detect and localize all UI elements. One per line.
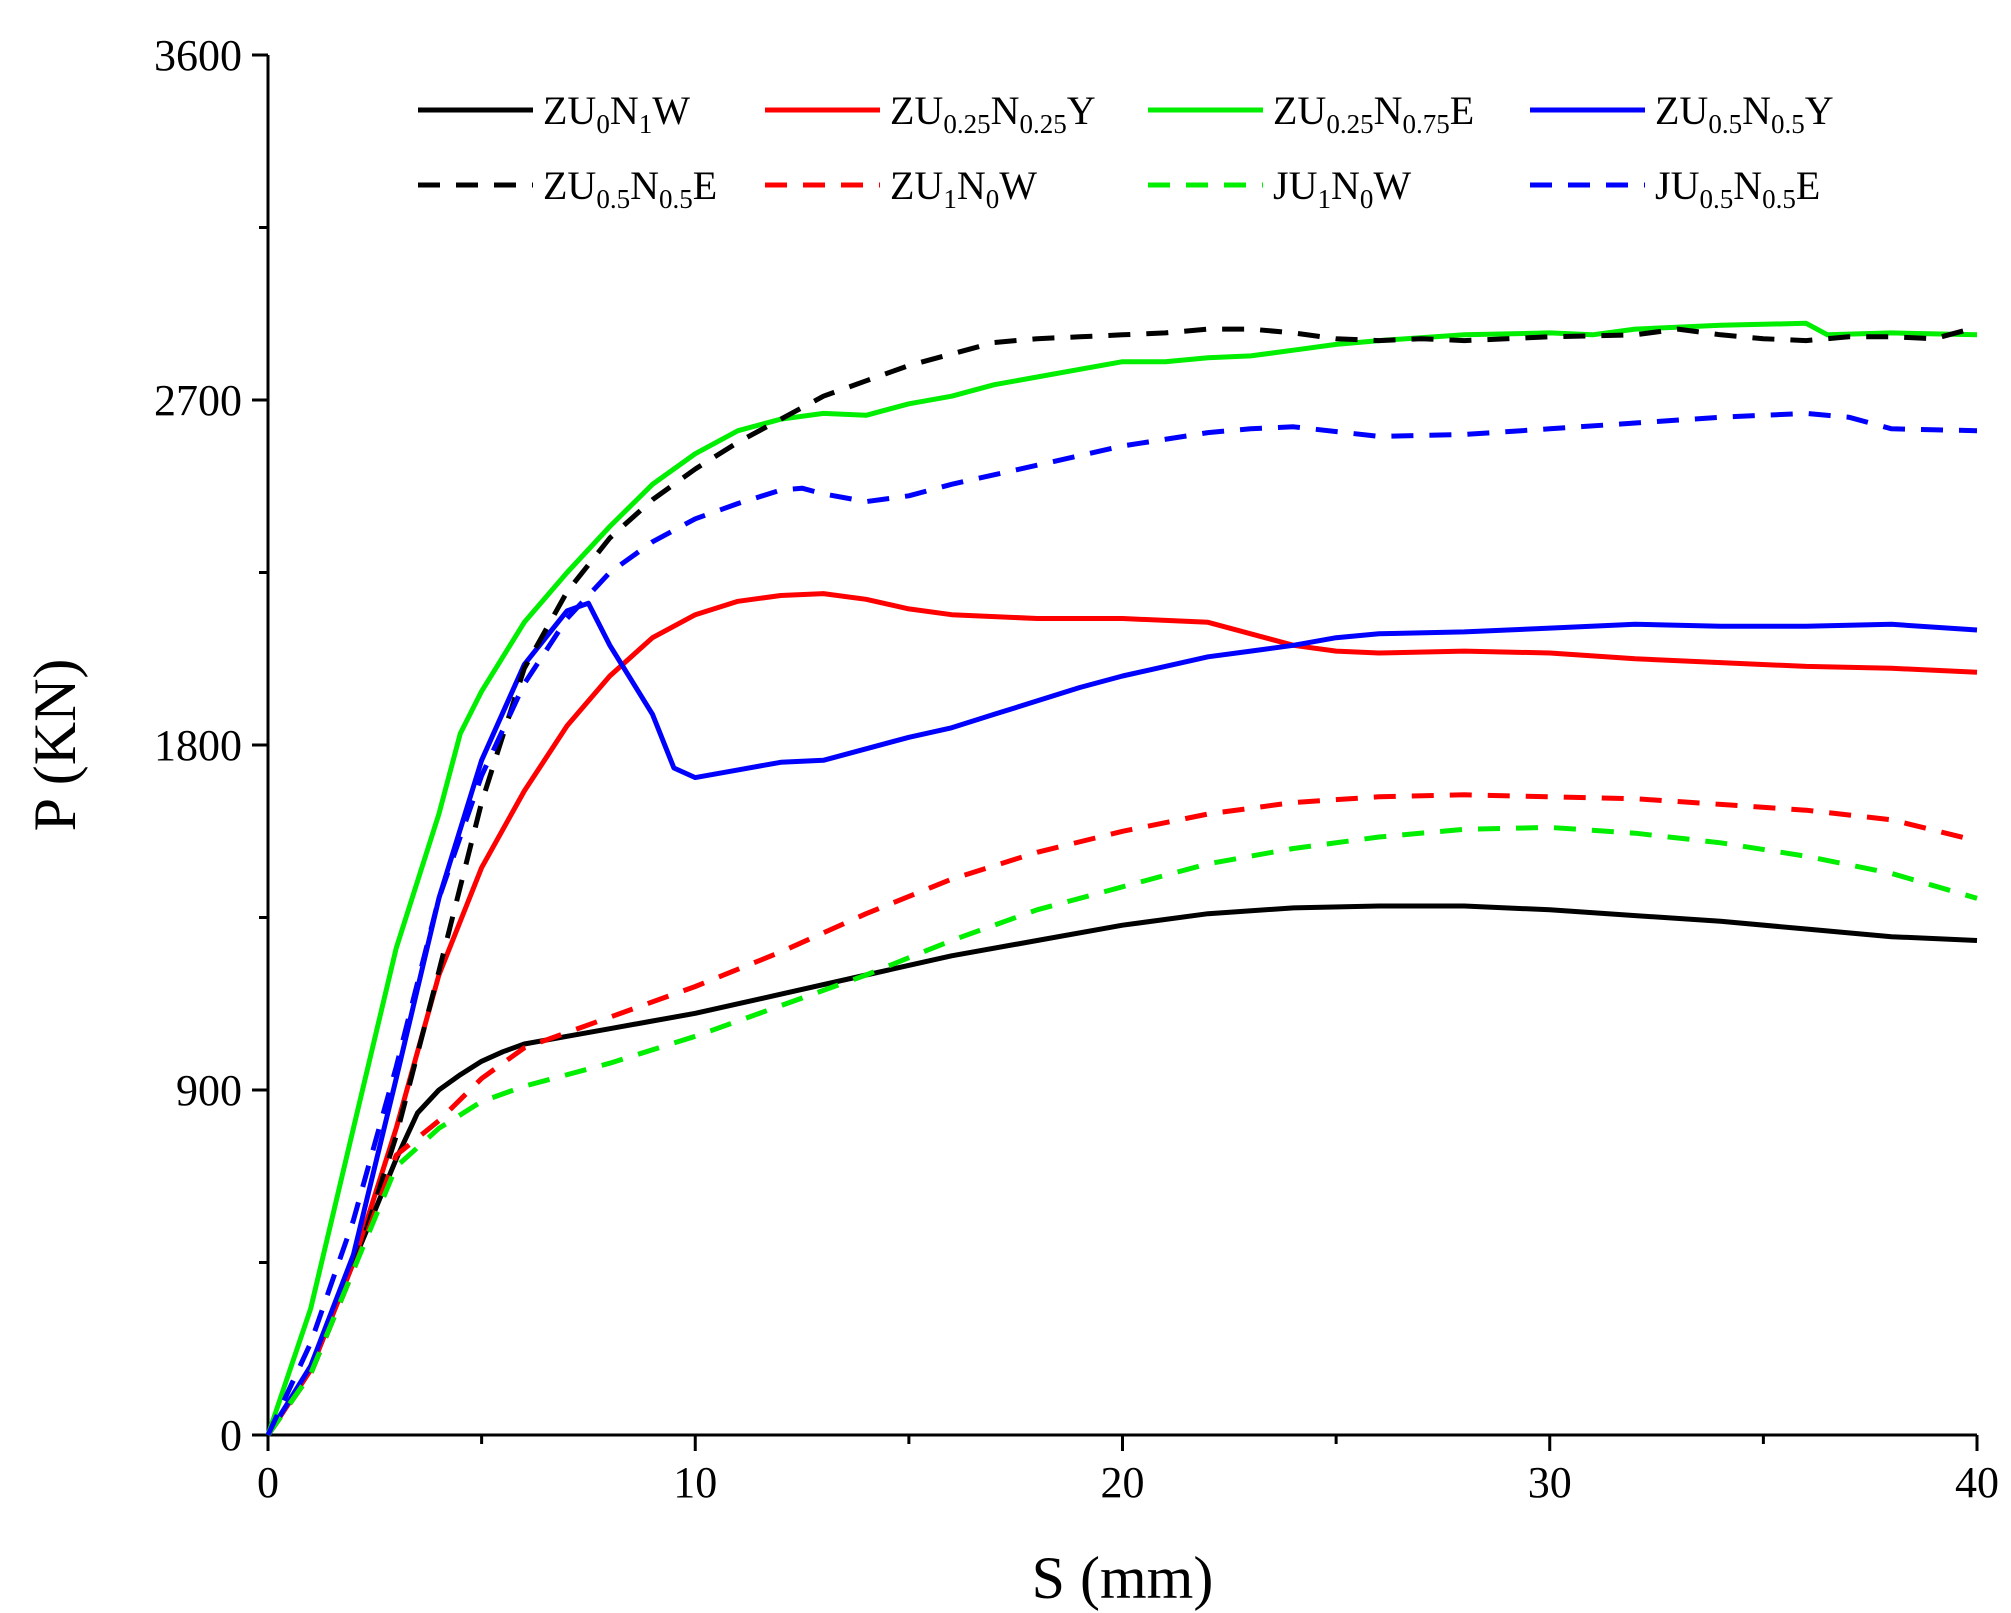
legend-label-3: ZU0.25N0.75E — [1273, 88, 1474, 139]
series-line-8 — [265, 410, 1978, 1437]
y-tick-label: 900 — [176, 1066, 242, 1115]
y-tick-label: 2700 — [154, 376, 242, 425]
legend-label-7: JU1N0W — [1273, 163, 1411, 214]
series-line-6 — [265, 792, 1978, 1437]
legend-label-8: JU0.5N0.5E — [1655, 163, 1820, 214]
y-tick-label: 0 — [220, 1411, 242, 1460]
y-axis-title: P (KN) — [22, 659, 88, 832]
legend-label-4: ZU0.5N0.5Y — [1655, 88, 1834, 139]
series-line-1 — [265, 903, 1978, 1437]
y-tick-label: 3600 — [154, 31, 242, 80]
series-layer — [265, 320, 1978, 1437]
x-tick-label: 30 — [1528, 1458, 1572, 1507]
legend-label-2: ZU0.25N0.25Y — [890, 88, 1096, 139]
x-tick-label: 0 — [257, 1458, 279, 1507]
y-tick-label: 1800 — [154, 721, 242, 770]
series-line-7 — [265, 824, 1978, 1437]
legend-label-6: ZU1N0W — [890, 163, 1037, 214]
series-line-3 — [265, 320, 1978, 1436]
legend-label-5: ZU0.5N0.5E — [543, 163, 717, 214]
series-line-4 — [265, 600, 1978, 1437]
x-tick-label: 10 — [673, 1458, 717, 1507]
legend-label-1: ZU0N1W — [543, 88, 690, 139]
series-line-5 — [265, 324, 1978, 1437]
series-line-2 — [265, 591, 1978, 1437]
legend: ZU0N1W ZU0.25N0.25Y ZU0.25N0.75E ZU0.5N0.5Y… — [418, 88, 1834, 214]
x-tick-label: 40 — [1955, 1458, 1999, 1507]
axes: 0 10 20 30 40 0 900 1800 2700 3600 — [154, 31, 1999, 1507]
x-axis-title: S (mm) — [1032, 1545, 1214, 1611]
x-tick-label: 20 — [1101, 1458, 1145, 1507]
